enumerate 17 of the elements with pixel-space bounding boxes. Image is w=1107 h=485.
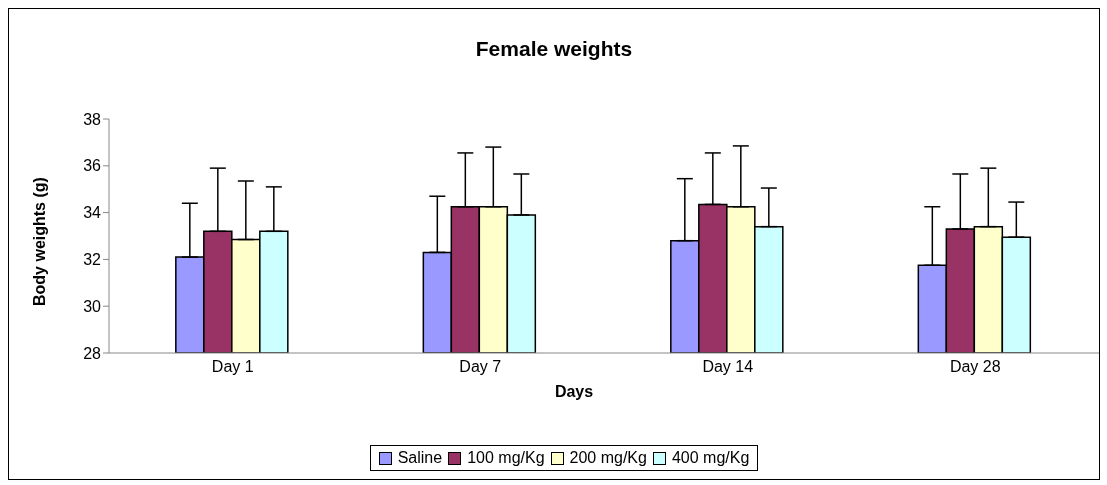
x-tick-label: Day 1 [211,358,254,376]
chart-title: Female weights [474,37,634,61]
y-tick-label: 34 [83,204,102,222]
x-tick-label: Day 28 [949,358,1001,376]
x-axis-title: Days [553,383,595,401]
y-tick-label: 36 [83,157,102,175]
legend-label: Saline [397,449,443,467]
legend-label: 200 mg/Kg [569,449,647,467]
y-tick-label: 28 [83,344,102,362]
y-tick-label: 32 [83,251,102,269]
y-axis-title: Body weights (g) [30,177,48,306]
x-tick-label: Day 14 [702,358,754,376]
y-tick-label: 30 [83,297,102,315]
legend-label: 400 mg/Kg [671,449,750,467]
y-tick-label: 38 [83,110,102,128]
x-tick-label: Day 7 [459,358,502,376]
legend-label: 100 mg/Kg [467,449,545,467]
